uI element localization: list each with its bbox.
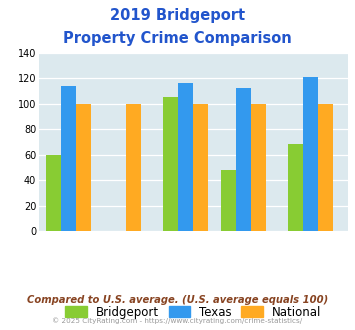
Legend: Bridgeport, Texas, National: Bridgeport, Texas, National: [61, 301, 326, 323]
Bar: [178, 83, 193, 231]
Bar: [236, 88, 251, 231]
Bar: [288, 145, 303, 231]
Bar: [221, 170, 236, 231]
Bar: [303, 77, 318, 231]
Bar: [251, 104, 266, 231]
Bar: [46, 155, 61, 231]
Text: 2019 Bridgeport: 2019 Bridgeport: [110, 8, 245, 23]
Bar: [76, 104, 91, 231]
Text: Compared to U.S. average. (U.S. average equals 100): Compared to U.S. average. (U.S. average …: [27, 295, 328, 305]
Bar: [193, 104, 208, 231]
Bar: [126, 104, 141, 231]
Bar: [61, 86, 76, 231]
Text: Property Crime Comparison: Property Crime Comparison: [63, 31, 292, 46]
Bar: [318, 104, 333, 231]
Bar: [163, 97, 178, 231]
Text: © 2025 CityRating.com - https://www.cityrating.com/crime-statistics/: © 2025 CityRating.com - https://www.city…: [53, 317, 302, 324]
